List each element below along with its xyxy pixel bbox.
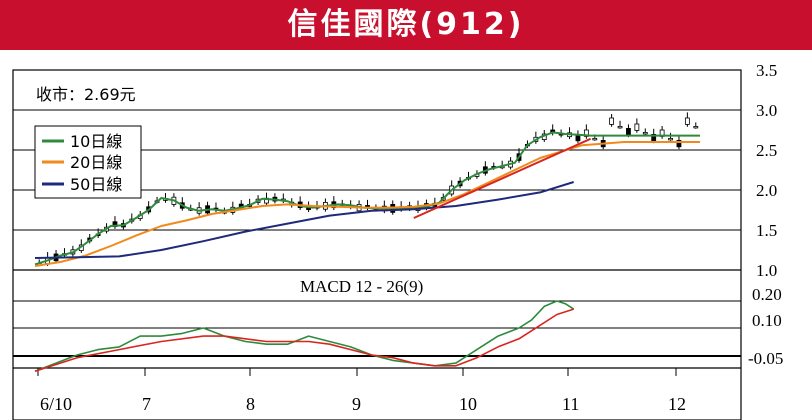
candle-body [642,131,648,135]
candle-body [634,123,640,131]
x-tick-marks [37,368,677,376]
y-tick: 2.5 [756,141,777,160]
x-tick: 6/10 [40,394,72,414]
x-tick: 7 [142,394,151,414]
y-tick: 3.5 [756,61,777,80]
series-line-MACD [34,300,575,372]
legend-label-50: 50日線 [70,175,122,194]
y-tick: 2.0 [756,181,777,200]
candle-body [676,139,682,148]
candle-body [617,126,623,129]
price-box [28,82,152,106]
x-tick: 10 [459,394,477,414]
series-line-50日線 [34,181,574,259]
macd-y-tick: -0.05 [748,349,783,368]
macd-grid [13,300,741,369]
x-tick: 8 [246,394,255,414]
chart-title: 信佳國際(912) [287,7,525,42]
candle-body [668,137,673,141]
candle-body [684,117,690,125]
y-tick: 3.0 [756,101,777,120]
macd-y-tick: 0.20 [752,285,782,304]
price-y-ticks: 3.5 3.0 2.5 2.0 1.5 1.0 [756,61,777,280]
outer-plot-frame [12,69,742,420]
legend-label-20: 20日線 [70,153,122,172]
x-ticks: 6/10 7 8 9 10 11 12 [40,394,686,414]
candle-body [583,129,589,137]
series-line-趨勢線 [413,137,592,219]
legend-label-10: 10日線 [70,132,122,151]
candle-body [693,126,699,129]
series-line-Signal [34,308,574,372]
macd-lines [34,300,575,372]
closing-price-label: 收市：2.69元 [36,85,136,104]
candle-body [592,137,598,141]
price-lines [34,131,700,267]
x-tick: 9 [352,394,361,414]
y-tick: 1.0 [756,261,777,280]
macd-y-ticks: 0.20 0.10 -0.05 [748,285,783,368]
x-tick: 12 [668,394,686,414]
x-tick: 11 [562,394,579,414]
y-tick: 1.5 [756,221,777,240]
candle-body [651,133,657,142]
macd-y-tick: 0.10 [752,311,782,330]
title-bar: 信佳國際(912) [0,0,812,50]
candle-body [609,117,615,125]
legend: 10日線 20日線 50日線 [34,125,142,199]
candle-body [626,127,631,136]
macd-title: MACD 12 - 26(9) [300,277,423,296]
